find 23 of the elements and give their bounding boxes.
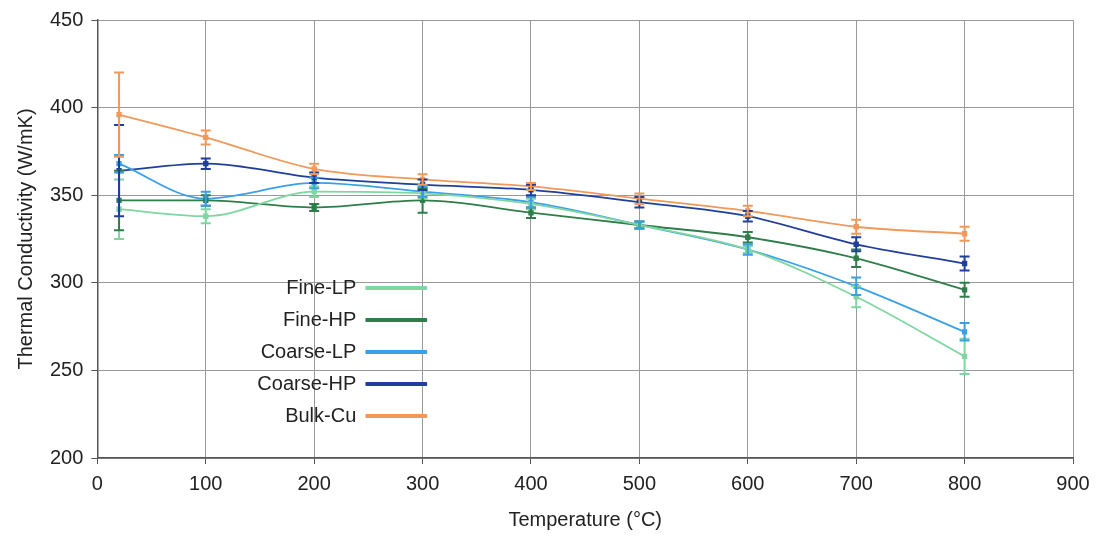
x-tick-label: 400 xyxy=(514,471,548,494)
y-tick-label: 450 xyxy=(49,7,84,30)
y-tick-label: 350 xyxy=(49,182,84,205)
x-tick-label: 100 xyxy=(189,471,223,494)
x-tick-label: 0 xyxy=(91,471,103,494)
x-tick-label: 800 xyxy=(947,471,982,494)
y-tick-label: 400 xyxy=(49,95,84,118)
x-tick-label: 200 xyxy=(297,471,331,494)
legend-label: Coarse-LP xyxy=(260,339,357,362)
x-axis-title: Temperature (°C) xyxy=(508,507,662,530)
legend-label: Fine-LP xyxy=(286,275,357,298)
x-tick-label: 900 xyxy=(1056,471,1090,494)
legend-label: Bulk-Cu xyxy=(285,403,357,426)
legend-label: Fine-HP xyxy=(282,307,357,330)
x-tick-label: 600 xyxy=(731,471,765,494)
x-tick-label: 500 xyxy=(622,471,657,494)
legend-label: Coarse-HP xyxy=(257,371,357,394)
x-tick-label: 300 xyxy=(405,471,440,494)
y-tick-label: 200 xyxy=(49,445,84,468)
y-tick-label: 250 xyxy=(49,357,84,380)
x-tick-label: 700 xyxy=(839,471,873,494)
y-tick-label: 300 xyxy=(49,270,84,293)
y-axis-title: Thermal Conductivity (W/mK) xyxy=(13,108,36,370)
